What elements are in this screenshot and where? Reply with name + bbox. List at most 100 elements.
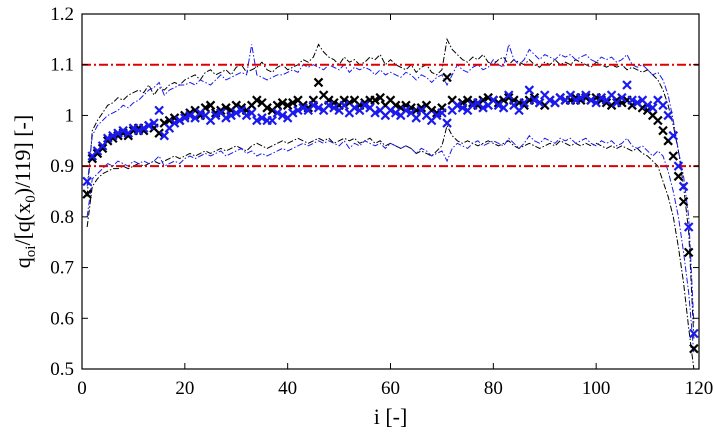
series-2-point: [169, 118, 180, 128]
series-2-point: [329, 103, 339, 113]
series-2-point: [467, 100, 478, 111]
series-1-point: [262, 103, 272, 113]
series-2-point: [596, 92, 607, 103]
series-2-point: [246, 108, 257, 118]
series-2-point: [298, 103, 308, 113]
y-label-prefix: q: [10, 257, 35, 268]
series-2-point: [622, 80, 632, 90]
series-2-point: [277, 110, 288, 121]
series-2-point: [575, 92, 586, 103]
series-2-point: [97, 141, 108, 151]
series-2-point: [185, 110, 195, 121]
series-1-point: [668, 151, 679, 161]
series-1-point: [442, 72, 452, 83]
series-1-point: [205, 100, 216, 111]
band-lines: [86, 37, 695, 369]
y-tick-label: 1.1: [50, 55, 74, 76]
series-1-point: [164, 115, 175, 126]
series-2-point: [257, 113, 267, 123]
series-2-point: [658, 100, 668, 111]
series-1-point: [653, 115, 663, 126]
series-2-point: [174, 115, 185, 126]
series-2-point: [493, 100, 504, 111]
series-2-point: [108, 130, 118, 141]
band-lower-line: [86, 124, 695, 369]
series-2-point: [401, 105, 411, 116]
series-2-point: [144, 120, 154, 131]
y-tick-label: 1: [65, 105, 75, 126]
y-tick-label: 0.6: [50, 308, 74, 329]
series-2-point: [411, 113, 421, 123]
series-2-point: [663, 110, 673, 121]
series-1-point: [689, 343, 699, 354]
series-2-point: [647, 103, 658, 113]
series-2-point: [689, 328, 699, 339]
x-tick-label: 120: [685, 378, 714, 399]
series-2-point: [514, 105, 524, 116]
series-1-point: [154, 128, 164, 138]
series-1-point: [683, 247, 694, 258]
series-2-point: [586, 95, 596, 105]
series-2-point: [673, 161, 684, 171]
band-lower-line: [86, 134, 695, 354]
series-2-point: [159, 130, 170, 141]
series-1-point: [678, 196, 689, 207]
y-label-prefix-sub: oi: [23, 246, 39, 258]
data-markers: [82, 72, 699, 354]
series-2-point: [226, 110, 236, 121]
series-2-point: [113, 128, 123, 138]
series-2-point: [390, 108, 401, 118]
axis-ticks: 0 20 40 60 80 100 120 0.5 0.6 0.7 0.8 0.9 1 1.1 1.2: [50, 4, 713, 399]
x-tick-label: 80: [484, 378, 503, 399]
y-tick-label: 0.7: [50, 258, 74, 279]
series-1-point: [483, 92, 493, 103]
series-2-point: [683, 222, 694, 232]
series-1-point: [282, 100, 293, 111]
band-upper-line: [86, 42, 695, 324]
series-2-point: [267, 115, 278, 126]
series-1-point: [370, 95, 380, 105]
series-1-point: [503, 92, 514, 103]
series-2-point: [231, 108, 242, 118]
series-2-point: [370, 108, 380, 118]
reference-lines: [82, 63, 699, 168]
series-2-point: [82, 176, 92, 187]
series-2-point: [128, 123, 139, 133]
series-2-point: [524, 85, 535, 95]
series-1-point: [416, 103, 427, 113]
x-tick-label: 40: [278, 378, 297, 399]
series-1-point: [375, 92, 385, 103]
y-label-middle: /[q(x: [10, 203, 35, 246]
series-2-point: [324, 100, 334, 111]
series-2-point: [180, 113, 190, 123]
series-2-point: [149, 118, 159, 128]
series-2-point: [606, 90, 617, 100]
y-tick-label: 0.5: [50, 359, 74, 380]
series-2-point: [668, 130, 679, 141]
series-2-point: [349, 103, 360, 113]
series-2-point: [210, 110, 221, 121]
series-2-point: [431, 110, 442, 121]
series-1-point: [313, 77, 324, 88]
series-2-point: [118, 125, 128, 136]
series-2-point: [632, 97, 643, 108]
series-2-point: [133, 125, 144, 136]
series-2-point: [498, 103, 509, 113]
y-tick-label: 1.2: [50, 4, 74, 25]
series-1-point: [97, 143, 108, 154]
series-1-point: [658, 125, 668, 136]
series-2-point: [313, 103, 324, 113]
series-1-point: [252, 95, 262, 105]
series-2-point: [519, 97, 529, 108]
y-tick-label: 0.8: [50, 207, 74, 228]
series-2-point: [102, 133, 113, 144]
series-2-point: [642, 100, 653, 111]
series-2-point: [627, 95, 637, 105]
x-tick-label: 100: [582, 378, 611, 399]
series-2-point: [221, 113, 231, 123]
series-2-point: [360, 100, 370, 111]
x-tick-label: 20: [175, 378, 194, 399]
series-2-point: [457, 103, 468, 113]
series-2-point: [308, 100, 319, 111]
series-1-point: [277, 97, 288, 108]
